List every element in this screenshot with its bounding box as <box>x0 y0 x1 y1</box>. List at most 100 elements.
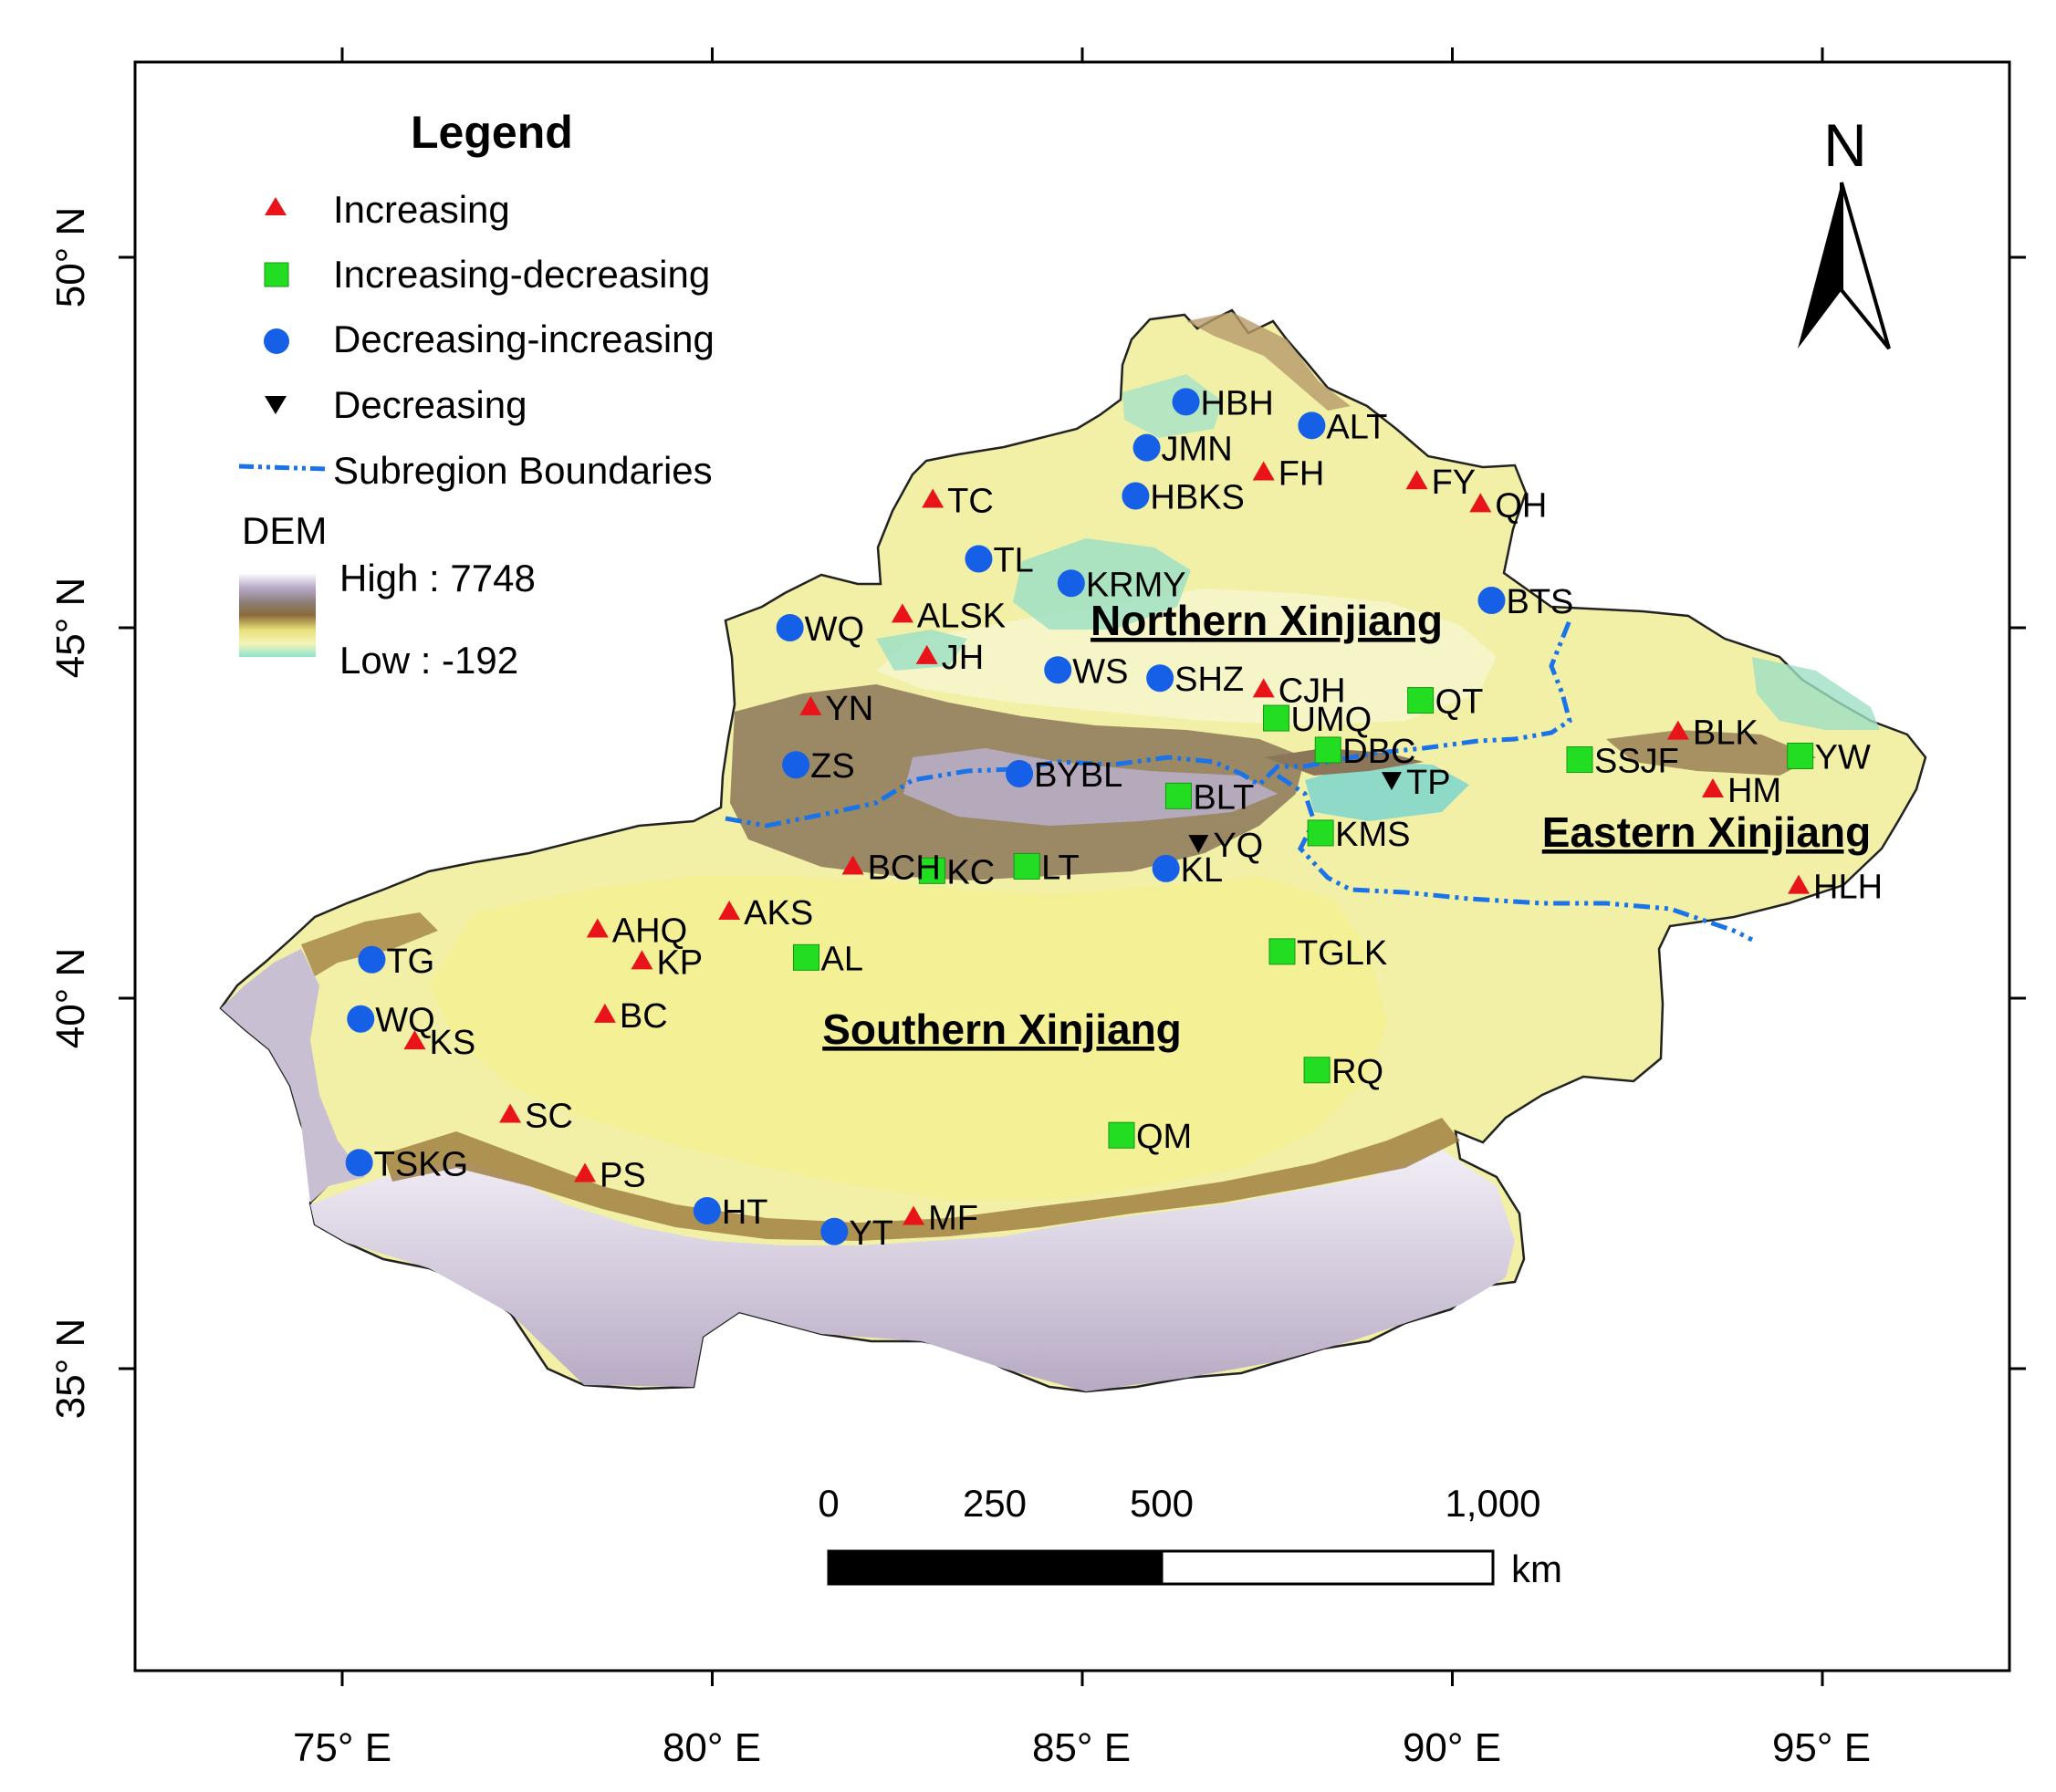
lon-label-85: 85° E <box>1032 1725 1131 1770</box>
station-label: KRMY <box>1086 566 1186 604</box>
station-al: AL <box>792 940 863 978</box>
lon-label-75: 75° E <box>293 1725 391 1770</box>
station-blt: BLT <box>1164 778 1254 817</box>
scale-bar-white-segment <box>1160 1549 1495 1586</box>
station-label: BLT <box>1193 778 1254 817</box>
legend-boundary-label: Subregion Boundaries <box>333 449 713 492</box>
legend-increasing-label: Increasing <box>333 188 510 231</box>
increasing-marker-icon <box>499 1103 522 1123</box>
station-hbh: HBH <box>1172 384 1274 422</box>
barkol-mountains <box>1606 730 1816 776</box>
increasing-decreasing-marker-icon <box>918 857 945 884</box>
decreasing-increasing-marker-icon <box>820 1217 849 1245</box>
station-label: ZS <box>810 747 855 786</box>
station-label: AHQ <box>612 912 687 950</box>
station-label: RQ <box>1331 1053 1383 1091</box>
station-label: BYBL <box>1034 756 1122 795</box>
station-label: ALT <box>1326 408 1387 446</box>
station-label: BCH <box>868 849 941 887</box>
station-kp: KP <box>631 943 703 982</box>
station-hlh: HLH <box>1788 869 1883 907</box>
station-yn: YN <box>799 690 873 728</box>
station-alt: ALT <box>1298 408 1387 446</box>
legend-dem-title: DEM <box>242 509 327 552</box>
increasing-marker-icon <box>915 644 938 664</box>
station-yw: YW <box>1787 738 1871 776</box>
station-tg: TG <box>358 943 434 981</box>
legend: Legend Increasing Increasing-decreasing … <box>238 107 715 682</box>
scale-tick-1000: 1,000 <box>1445 1482 1540 1525</box>
increasing-marker-icon <box>1701 778 1724 798</box>
station-cjh: CJH <box>1252 672 1346 710</box>
north-arrow-left-half <box>1798 182 1842 349</box>
station-label: BTS <box>1506 583 1573 621</box>
station-alsk: ALSK <box>891 597 1006 635</box>
lon-label-80: 80° E <box>663 1725 761 1770</box>
station-dbc: DBC <box>1314 733 1415 771</box>
station-label: ALSK <box>917 597 1006 635</box>
station-label: FY <box>1432 464 1477 502</box>
green-lowland-ulungur <box>1122 374 1223 438</box>
north-south-boundary <box>725 620 1572 828</box>
station-wq: WQ <box>776 610 864 649</box>
green-lowland-east <box>1752 657 1880 730</box>
increasing-marker-icon <box>1252 678 1275 698</box>
increasing-marker-icon <box>903 1205 925 1225</box>
increasing-marker-icon <box>586 918 609 938</box>
station-label: QM <box>1136 1118 1192 1156</box>
legend-dem-colorbar <box>239 573 316 657</box>
legend-dem-low: Low : -192 <box>339 639 518 682</box>
station-label: TC <box>947 483 994 521</box>
increasing-marker-icon <box>403 1030 426 1050</box>
station-label: KL <box>1181 851 1223 890</box>
station-mf: MF <box>903 1200 978 1238</box>
station-bch: BCH <box>841 849 941 887</box>
station-ht: HT <box>693 1193 768 1232</box>
station-label: HT <box>722 1193 768 1232</box>
station-label: QH <box>1495 486 1547 525</box>
station-label: HBH <box>1201 384 1274 422</box>
station-label: KS <box>429 1024 475 1062</box>
increasing-decreasing-marker-icon <box>1013 852 1040 880</box>
lon-label-90: 90° E <box>1403 1725 1501 1770</box>
scale-tick-500: 500 <box>1130 1482 1194 1525</box>
station-ks: KS <box>403 1024 475 1062</box>
decreasing-increasing-marker-icon <box>1146 664 1174 693</box>
altai-mountains <box>1186 312 1351 411</box>
station-label: WQ <box>805 610 864 649</box>
station-ssjf: SSJF <box>1566 743 1679 781</box>
station-label: KMS <box>1335 816 1410 854</box>
station-shz: SHZ <box>1146 661 1244 699</box>
station-hbks: HBKS <box>1122 478 1245 516</box>
increasing-marker-icon <box>799 695 822 715</box>
scale-unit: km <box>1511 1547 1562 1590</box>
scale-bar-black-segment <box>827 1549 1164 1586</box>
station-tglk: TGLK <box>1268 934 1387 973</box>
station-label: PS <box>600 1156 646 1194</box>
station-label: HM <box>1727 772 1781 810</box>
station-fh: FH <box>1252 454 1324 493</box>
station-label: TG <box>386 943 434 981</box>
station-label: HLH <box>1813 869 1883 907</box>
station-label: HBKS <box>1150 478 1244 516</box>
station-ws: WS <box>1044 652 1128 691</box>
station-kl: KL <box>1152 851 1223 890</box>
station-label: DBC <box>1342 733 1415 771</box>
station-qh: QH <box>1469 486 1547 525</box>
station-label: YQ <box>1213 827 1263 865</box>
legend-decreasing-increasing-icon <box>264 328 289 354</box>
station-qt: QT <box>1407 683 1483 722</box>
station-label: JH <box>942 639 984 677</box>
station-tl: TL <box>965 541 1034 579</box>
decreasing-marker-icon <box>1381 772 1402 791</box>
station-blk: BLK <box>1666 714 1759 753</box>
station-label: KC <box>946 853 995 891</box>
station-jmn: JMN <box>1132 431 1233 469</box>
dzungarian-basin <box>876 589 1497 725</box>
kunlun-mountains <box>310 1150 1515 1391</box>
lat-label-40: 40° N <box>48 948 93 1049</box>
subregion-boundaries <box>725 620 1754 943</box>
station-rq: RQ <box>1303 1053 1383 1091</box>
increasing-marker-icon <box>922 488 945 508</box>
station-umq: UMQ <box>1262 701 1372 739</box>
